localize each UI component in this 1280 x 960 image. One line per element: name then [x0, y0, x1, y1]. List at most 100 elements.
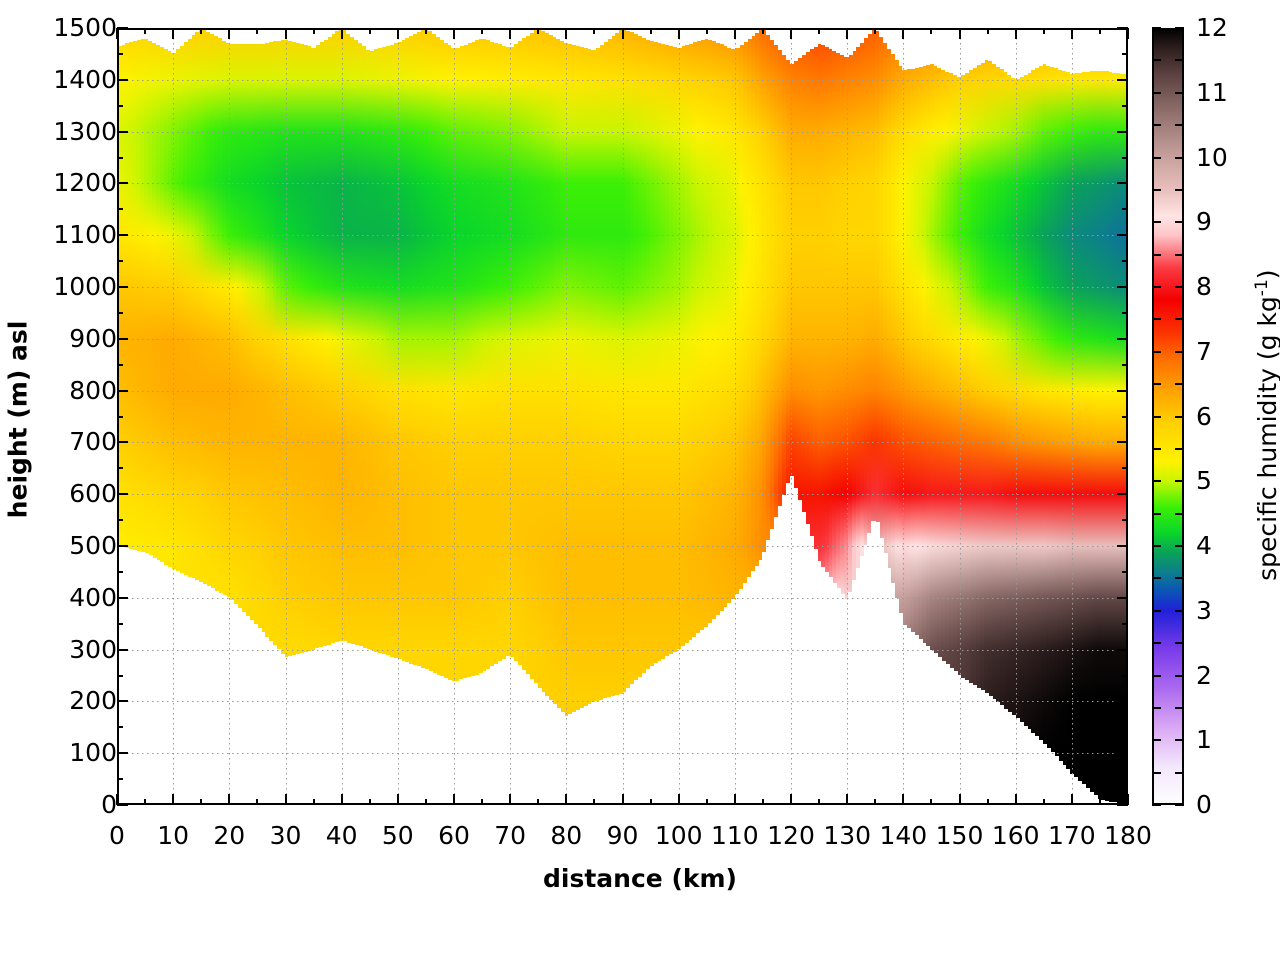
y-tick-right [1122, 208, 1128, 211]
field-column [214, 28, 219, 805]
terrain-mask [715, 615, 721, 805]
field-column [770, 28, 775, 805]
field-column [1034, 28, 1040, 805]
terrain-mask [194, 580, 200, 805]
ceiling-mask [653, 28, 659, 43]
field-column [809, 28, 814, 805]
x-tick [1070, 794, 1073, 805]
ceiling-mask [439, 28, 445, 40]
ceiling-mask [498, 28, 503, 45]
terrain-mask [229, 600, 235, 805]
terrain-mask [1026, 729, 1032, 805]
field-column [781, 28, 787, 805]
field-column [249, 28, 254, 805]
y-tick-label: 700 [69, 427, 117, 457]
field-column [746, 28, 752, 805]
terrain-mask [680, 646, 686, 805]
y-tick-label: 900 [69, 323, 117, 353]
ceiling-mask [754, 28, 760, 33]
field-column [933, 28, 939, 805]
ceiling-mask [657, 28, 663, 44]
y-tick [117, 182, 128, 185]
ceiling-mask [163, 28, 169, 49]
field-column [595, 28, 600, 805]
ceiling-mask [855, 28, 861, 47]
y-tick [117, 493, 128, 496]
x-tick [509, 794, 512, 805]
field-column [704, 28, 709, 805]
field-column [272, 28, 278, 805]
ceiling-mask [883, 28, 888, 43]
terrain-mask [984, 692, 989, 805]
ceiling-mask [272, 28, 278, 42]
field-column [708, 28, 713, 805]
colorbar-tick-label: 5 [1196, 466, 1212, 496]
ceiling-mask [649, 28, 655, 42]
field-column [641, 28, 647, 805]
ceiling-mask [455, 28, 460, 48]
terrain-mask [268, 640, 274, 805]
terrain-mask [377, 652, 383, 805]
terrain-mask [953, 671, 958, 805]
field-column [1108, 28, 1114, 805]
terrain-mask [867, 532, 873, 805]
y-tick-right [1122, 519, 1128, 522]
field-column [1007, 28, 1013, 805]
field-column [797, 28, 803, 805]
colorbar-tick [1175, 512, 1184, 515]
terrain-mask [925, 646, 931, 805]
x-tick-top [368, 28, 371, 34]
x-tick [705, 799, 708, 805]
x-tick-top [958, 28, 961, 39]
ceiling-mask [976, 28, 981, 66]
field-column [486, 28, 491, 805]
terrain-mask [638, 676, 643, 805]
field-column [1058, 28, 1063, 805]
ceiling-mask [661, 28, 666, 44]
ceiling-mask [684, 28, 690, 46]
field-column [1050, 28, 1055, 805]
terrain-mask [778, 505, 783, 805]
x-tick [1042, 799, 1045, 805]
ceiling-mask [988, 28, 993, 61]
x-tick [453, 794, 455, 805]
ceiling-mask [412, 28, 418, 34]
field-column [711, 28, 717, 805]
field-column [389, 28, 394, 805]
terrain-mask [326, 644, 332, 805]
x-tick-top [509, 28, 512, 39]
field-column [470, 28, 476, 805]
y-tick [117, 674, 123, 677]
ceiling-mask [315, 28, 320, 46]
ceiling-mask [921, 28, 927, 66]
ceiling-mask [260, 28, 266, 44]
field-column [618, 28, 624, 805]
field-column [688, 28, 694, 805]
terrain-mask [354, 645, 359, 805]
ceiling-mask [509, 28, 515, 47]
ceiling-mask [361, 28, 367, 47]
x-tick [790, 794, 792, 805]
ceiling-mask [832, 28, 838, 52]
colorbar-tick [1152, 221, 1161, 224]
ceiling-mask [354, 28, 359, 40]
terrain-mask [486, 668, 491, 805]
field-column [1112, 28, 1118, 805]
ceiling-mask [820, 28, 826, 46]
ceiling-mask [711, 28, 717, 42]
field-column [634, 28, 639, 805]
ceiling-mask [886, 28, 892, 49]
x-tick-label: 80 [550, 821, 583, 850]
colorbar-tick [1152, 512, 1161, 515]
field-column [1089, 28, 1094, 805]
ceiling-mask [159, 28, 165, 47]
ceiling-mask [560, 28, 565, 42]
ceiling-mask [183, 28, 188, 43]
ceiling-mask [879, 28, 884, 37]
field-column [945, 28, 950, 805]
terrain-mask [163, 564, 169, 805]
terrain-mask [921, 642, 927, 805]
terrain-mask [276, 649, 281, 805]
field-column [665, 28, 670, 805]
x-tick-top [284, 28, 287, 39]
